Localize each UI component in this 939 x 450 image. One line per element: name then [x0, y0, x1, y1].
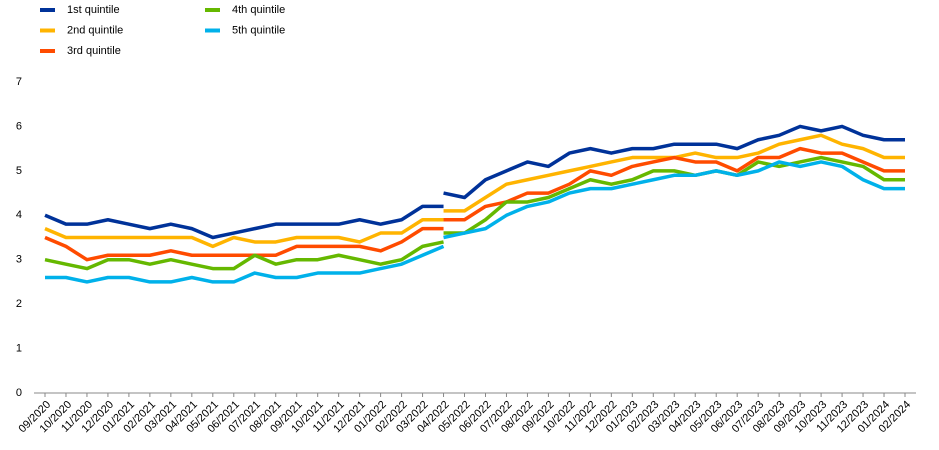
- y-tick-label: 3: [16, 254, 22, 266]
- legend-label: 2nd quintile: [67, 24, 123, 36]
- series-line: [443, 146, 905, 222]
- y-tick-label: 2: [16, 298, 22, 310]
- y-tick-label: 0: [16, 387, 22, 399]
- legend-label: 3rd quintile: [67, 45, 121, 57]
- series-line: [44, 240, 444, 271]
- series-line: [443, 160, 905, 240]
- series-line: [443, 124, 905, 200]
- y-tick-label: 4: [16, 209, 22, 221]
- legend-label: 4th quintile: [232, 4, 285, 16]
- y-tick-label: 6: [16, 120, 22, 132]
- y-tick-label: 7: [16, 76, 22, 88]
- legend-label: 1st quintile: [67, 4, 120, 16]
- y-tick-label: 5: [16, 165, 22, 177]
- series-line: [443, 155, 905, 235]
- series-line: [44, 204, 444, 240]
- y-tick-label: 1: [16, 342, 22, 354]
- series-line: [44, 226, 444, 262]
- series-line: [44, 217, 444, 249]
- legend-label: 5th quintile: [232, 24, 285, 36]
- series-line: [45, 244, 445, 284]
